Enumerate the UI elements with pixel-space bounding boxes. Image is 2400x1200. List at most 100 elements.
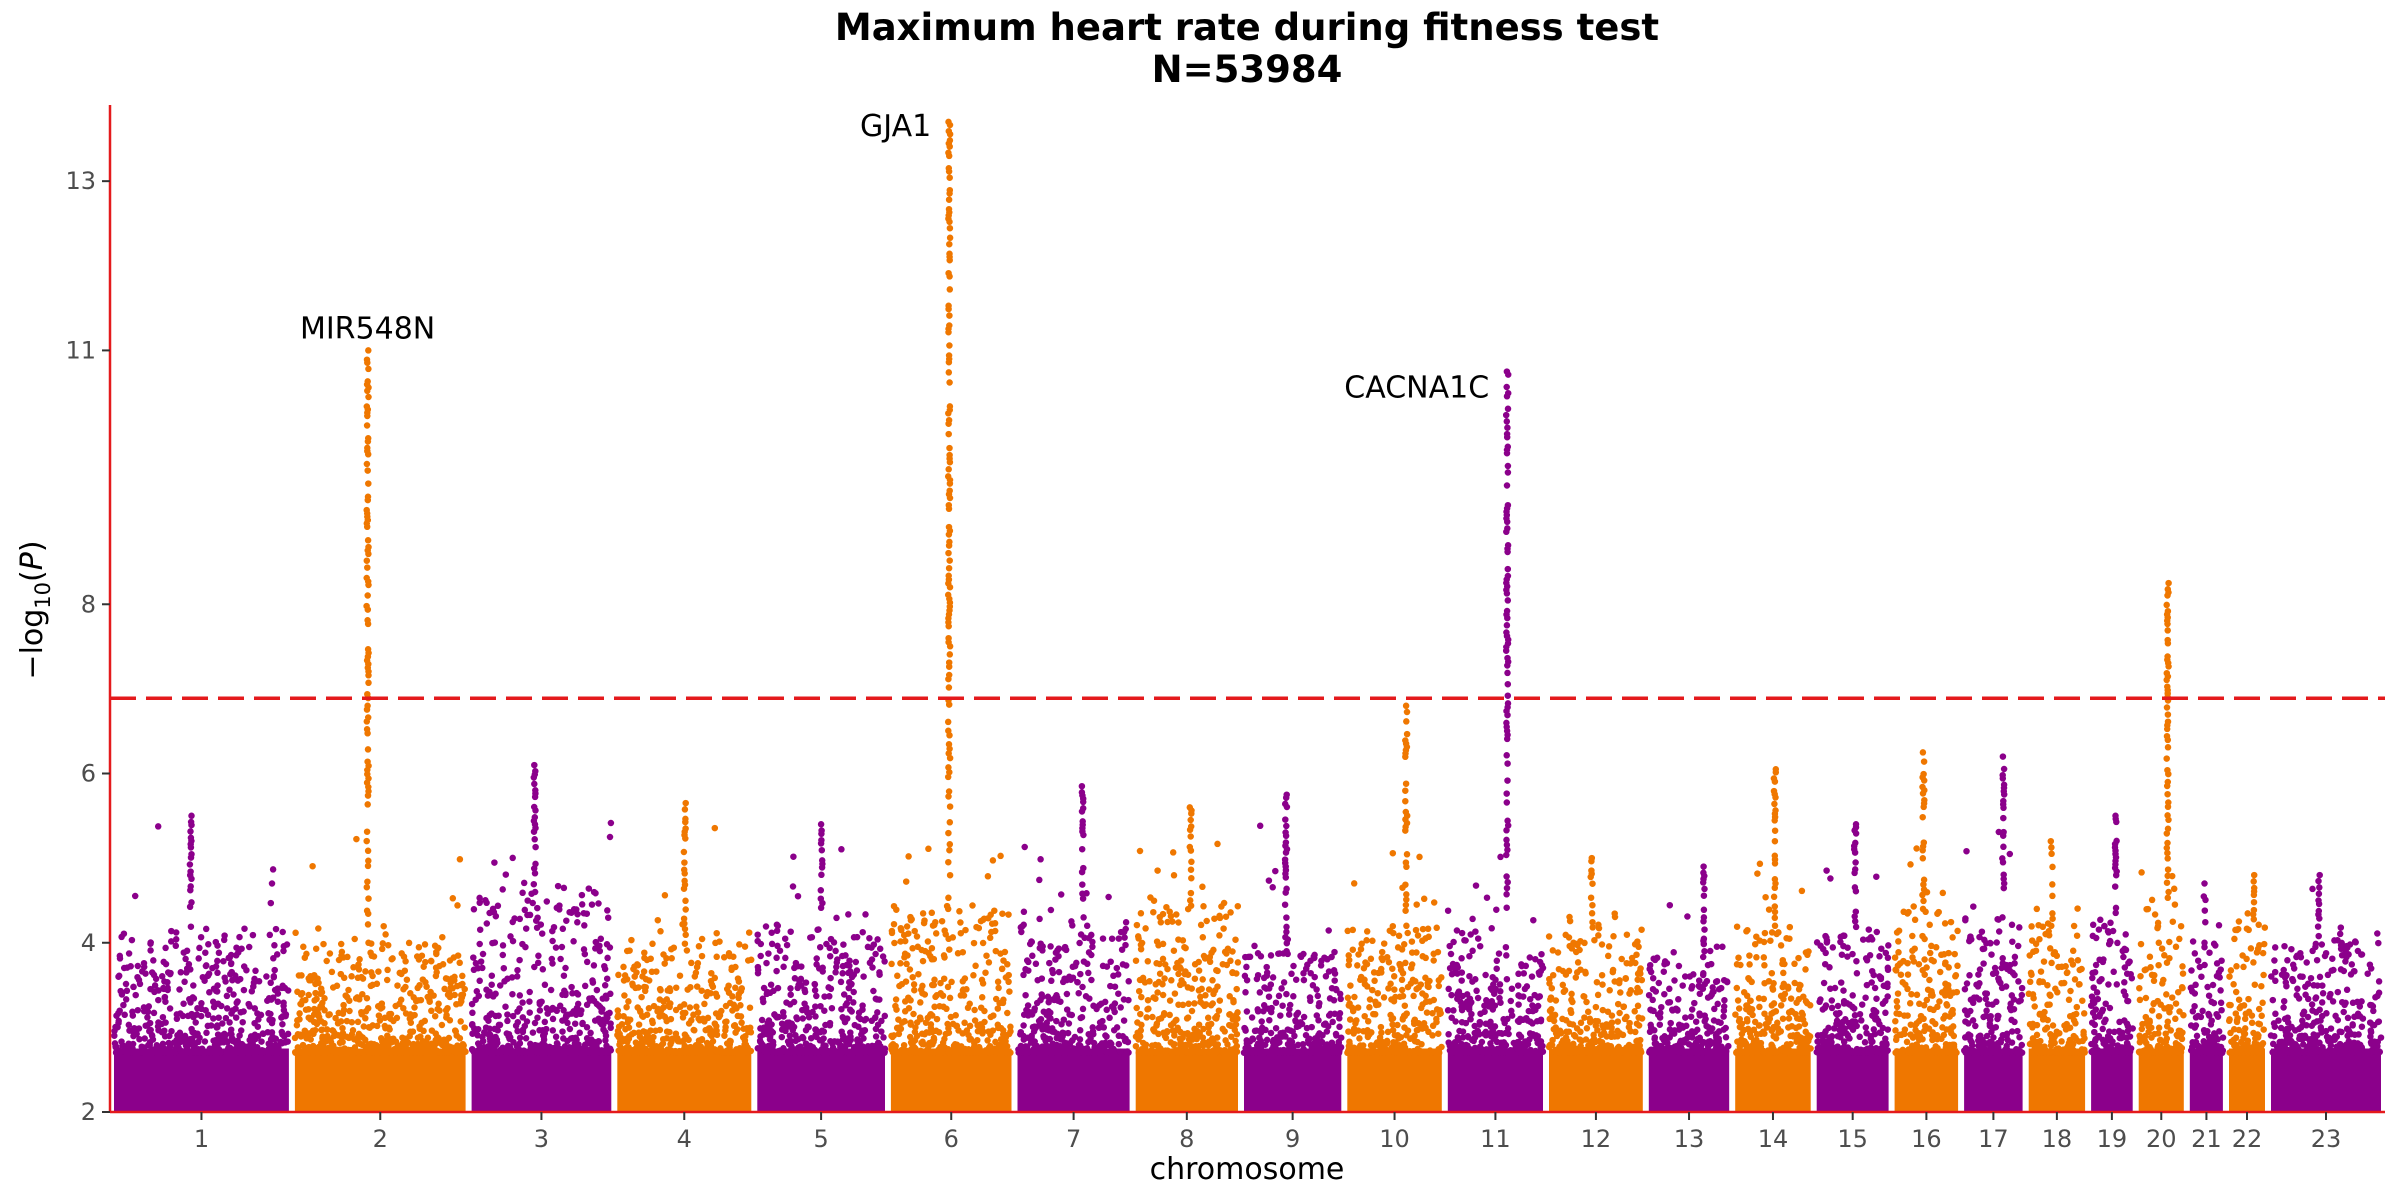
chromosome-14-scatter (1732, 860, 1814, 1057)
chromosome-2-scatter (291, 835, 469, 1057)
x-tick-label-21: 21 (2191, 1125, 2222, 1153)
chromosome-2-peak (363, 347, 372, 947)
chromosome-23-points (2267, 871, 2385, 1112)
chromosome-14-peak (1770, 766, 1780, 930)
chromosome-7-peak (1078, 782, 1087, 921)
chromosome-17-points (1961, 753, 2026, 1112)
chromosome-1-points (111, 812, 292, 1112)
chromosome-6-peak (944, 118, 954, 913)
chromosome-10-points (1344, 702, 1445, 1112)
chromosome-17-peak (1999, 753, 2008, 921)
y-axis-title-prefix: −log (15, 609, 50, 680)
y-axis-title-suffix: ( (15, 570, 50, 582)
chromosome-15-dense-band (1816, 1048, 1889, 1112)
chromosome-3-dense-band (471, 1048, 612, 1112)
chromosome-11-points (1444, 368, 1547, 1112)
x-tick-label-2: 2 (373, 1125, 388, 1153)
chromosome-21-peak (2200, 880, 2209, 947)
y-axis-title-variable: P (15, 551, 50, 570)
chromosome-15-peak (1850, 821, 1860, 931)
chromosome-22-scatter (2225, 910, 2269, 1057)
chromosome-9-peak (1281, 791, 1291, 955)
x-tick-label-1: 1 (194, 1125, 209, 1153)
chromosome-16-peak (1919, 749, 1928, 913)
chromosome-16-points (1891, 749, 1961, 1112)
x-tick-label-18: 18 (2042, 1125, 2073, 1153)
x-tick-label-12: 12 (1581, 1125, 1612, 1153)
x-tick-label-8: 8 (1179, 1125, 1194, 1153)
chromosome-1-scatter (111, 823, 292, 1057)
chromosome-12-peak (1587, 854, 1596, 931)
x-tick-label-3: 3 (534, 1125, 549, 1153)
chromosome-21-points (2187, 880, 2227, 1112)
chromosome-4-scatter (614, 824, 755, 1057)
x-tick-label-11: 11 (1480, 1125, 1511, 1153)
chromosome-6-scatter (888, 845, 1014, 1057)
chromosome-10-peak (1402, 702, 1411, 930)
chromosome-6-dense-band (890, 1048, 1012, 1112)
chromosome-17-scatter (1961, 828, 2026, 1057)
chromosome-22-peak (2249, 871, 2258, 923)
chromosome-5-points (754, 821, 889, 1112)
x-axis-title: chromosome (1150, 1152, 1345, 1187)
chart-subtitle: N=53984 (1152, 48, 1343, 91)
chromosome-18-dense-band (2028, 1048, 2086, 1112)
data-points (111, 118, 2385, 1112)
chromosome-8-dense-band (1135, 1048, 1238, 1112)
chromosome-4-peak (680, 799, 689, 939)
gene-annotations: MIR548N GJA1 CACNA1C (300, 109, 1489, 406)
y-tick-label-4: 4 (81, 929, 96, 957)
chromosome-22-dense-band (2229, 1048, 2265, 1112)
chromosome-14-points (1732, 766, 1814, 1112)
chromosome-11-dense-band (1447, 1048, 1543, 1112)
x-tick-label-17: 17 (1978, 1125, 2009, 1153)
x-tick-label-22: 22 (2232, 1125, 2263, 1153)
chromosome-3-scatter (468, 819, 615, 1057)
y-tick-label-2: 2 (81, 1098, 96, 1126)
chromosome-21-scatter (2187, 922, 2227, 1057)
chromosome-3-peak (530, 761, 539, 896)
chromosome-2-dense-band (294, 1048, 466, 1112)
chromosome-23-dense-band (2271, 1048, 2381, 1112)
chromosome-23-peak (2314, 871, 2323, 940)
chromosome-2-points (291, 347, 469, 1112)
y-axis-title-close: ) (15, 540, 50, 552)
chromosome-10-scatter (1344, 849, 1445, 1057)
x-tick-label-5: 5 (813, 1125, 828, 1153)
x-tick-label-20: 20 (2146, 1125, 2177, 1153)
chromosome-8-points (1132, 804, 1242, 1112)
x-tick-label-6: 6 (944, 1125, 959, 1153)
chromosome-19-points (2087, 812, 2136, 1112)
x-tick-label-19: 19 (2097, 1125, 2128, 1153)
gene-label-gja1: GJA1 (860, 109, 931, 144)
chromosome-7-scatter (1015, 843, 1132, 1057)
x-tick-label-15: 15 (1837, 1125, 1868, 1153)
chromosome-12-dense-band (1549, 1048, 1643, 1112)
chromosome-11-peak (1502, 368, 1512, 911)
chromosome-8-scatter (1132, 840, 1242, 1057)
x-tick-label-4: 4 (677, 1125, 692, 1153)
x-tick-label-16: 16 (1911, 1125, 1942, 1153)
y-axis-title: −log10(P) (15, 540, 55, 679)
chromosome-19-scatter (2087, 916, 2136, 1057)
chromosome-9-scatter (1240, 822, 1345, 1057)
x-tick-label-10: 10 (1379, 1125, 1410, 1153)
chromosome-4-points (614, 799, 755, 1112)
chromosome-12-points (1545, 854, 1646, 1112)
x-tick-label-14: 14 (1758, 1125, 1789, 1153)
gene-label-cacna1c: CACNA1C (1344, 371, 1489, 406)
y-tick-label-13: 13 (65, 167, 96, 195)
chromosome-20-dense-band (2138, 1048, 2184, 1112)
chart-title: Maximum heart rate during fitness test (835, 6, 1659, 49)
chromosome-12-scatter (1545, 910, 1646, 1057)
y-axis-title-subscript: 10 (31, 582, 55, 609)
chromosome-16-dense-band (1894, 1048, 1959, 1112)
chromosome-7-dense-band (1017, 1048, 1130, 1112)
chromosome-20-points (2135, 579, 2187, 1112)
chromosome-15-scatter (1813, 867, 1892, 1057)
x-tick-label-13: 13 (1674, 1125, 1705, 1153)
chromosome-15-points (1813, 821, 1892, 1112)
x-tick-label-23: 23 (2311, 1125, 2342, 1153)
chromosome-18-peak (2047, 837, 2056, 930)
y-tick-label-6: 6 (81, 760, 96, 788)
